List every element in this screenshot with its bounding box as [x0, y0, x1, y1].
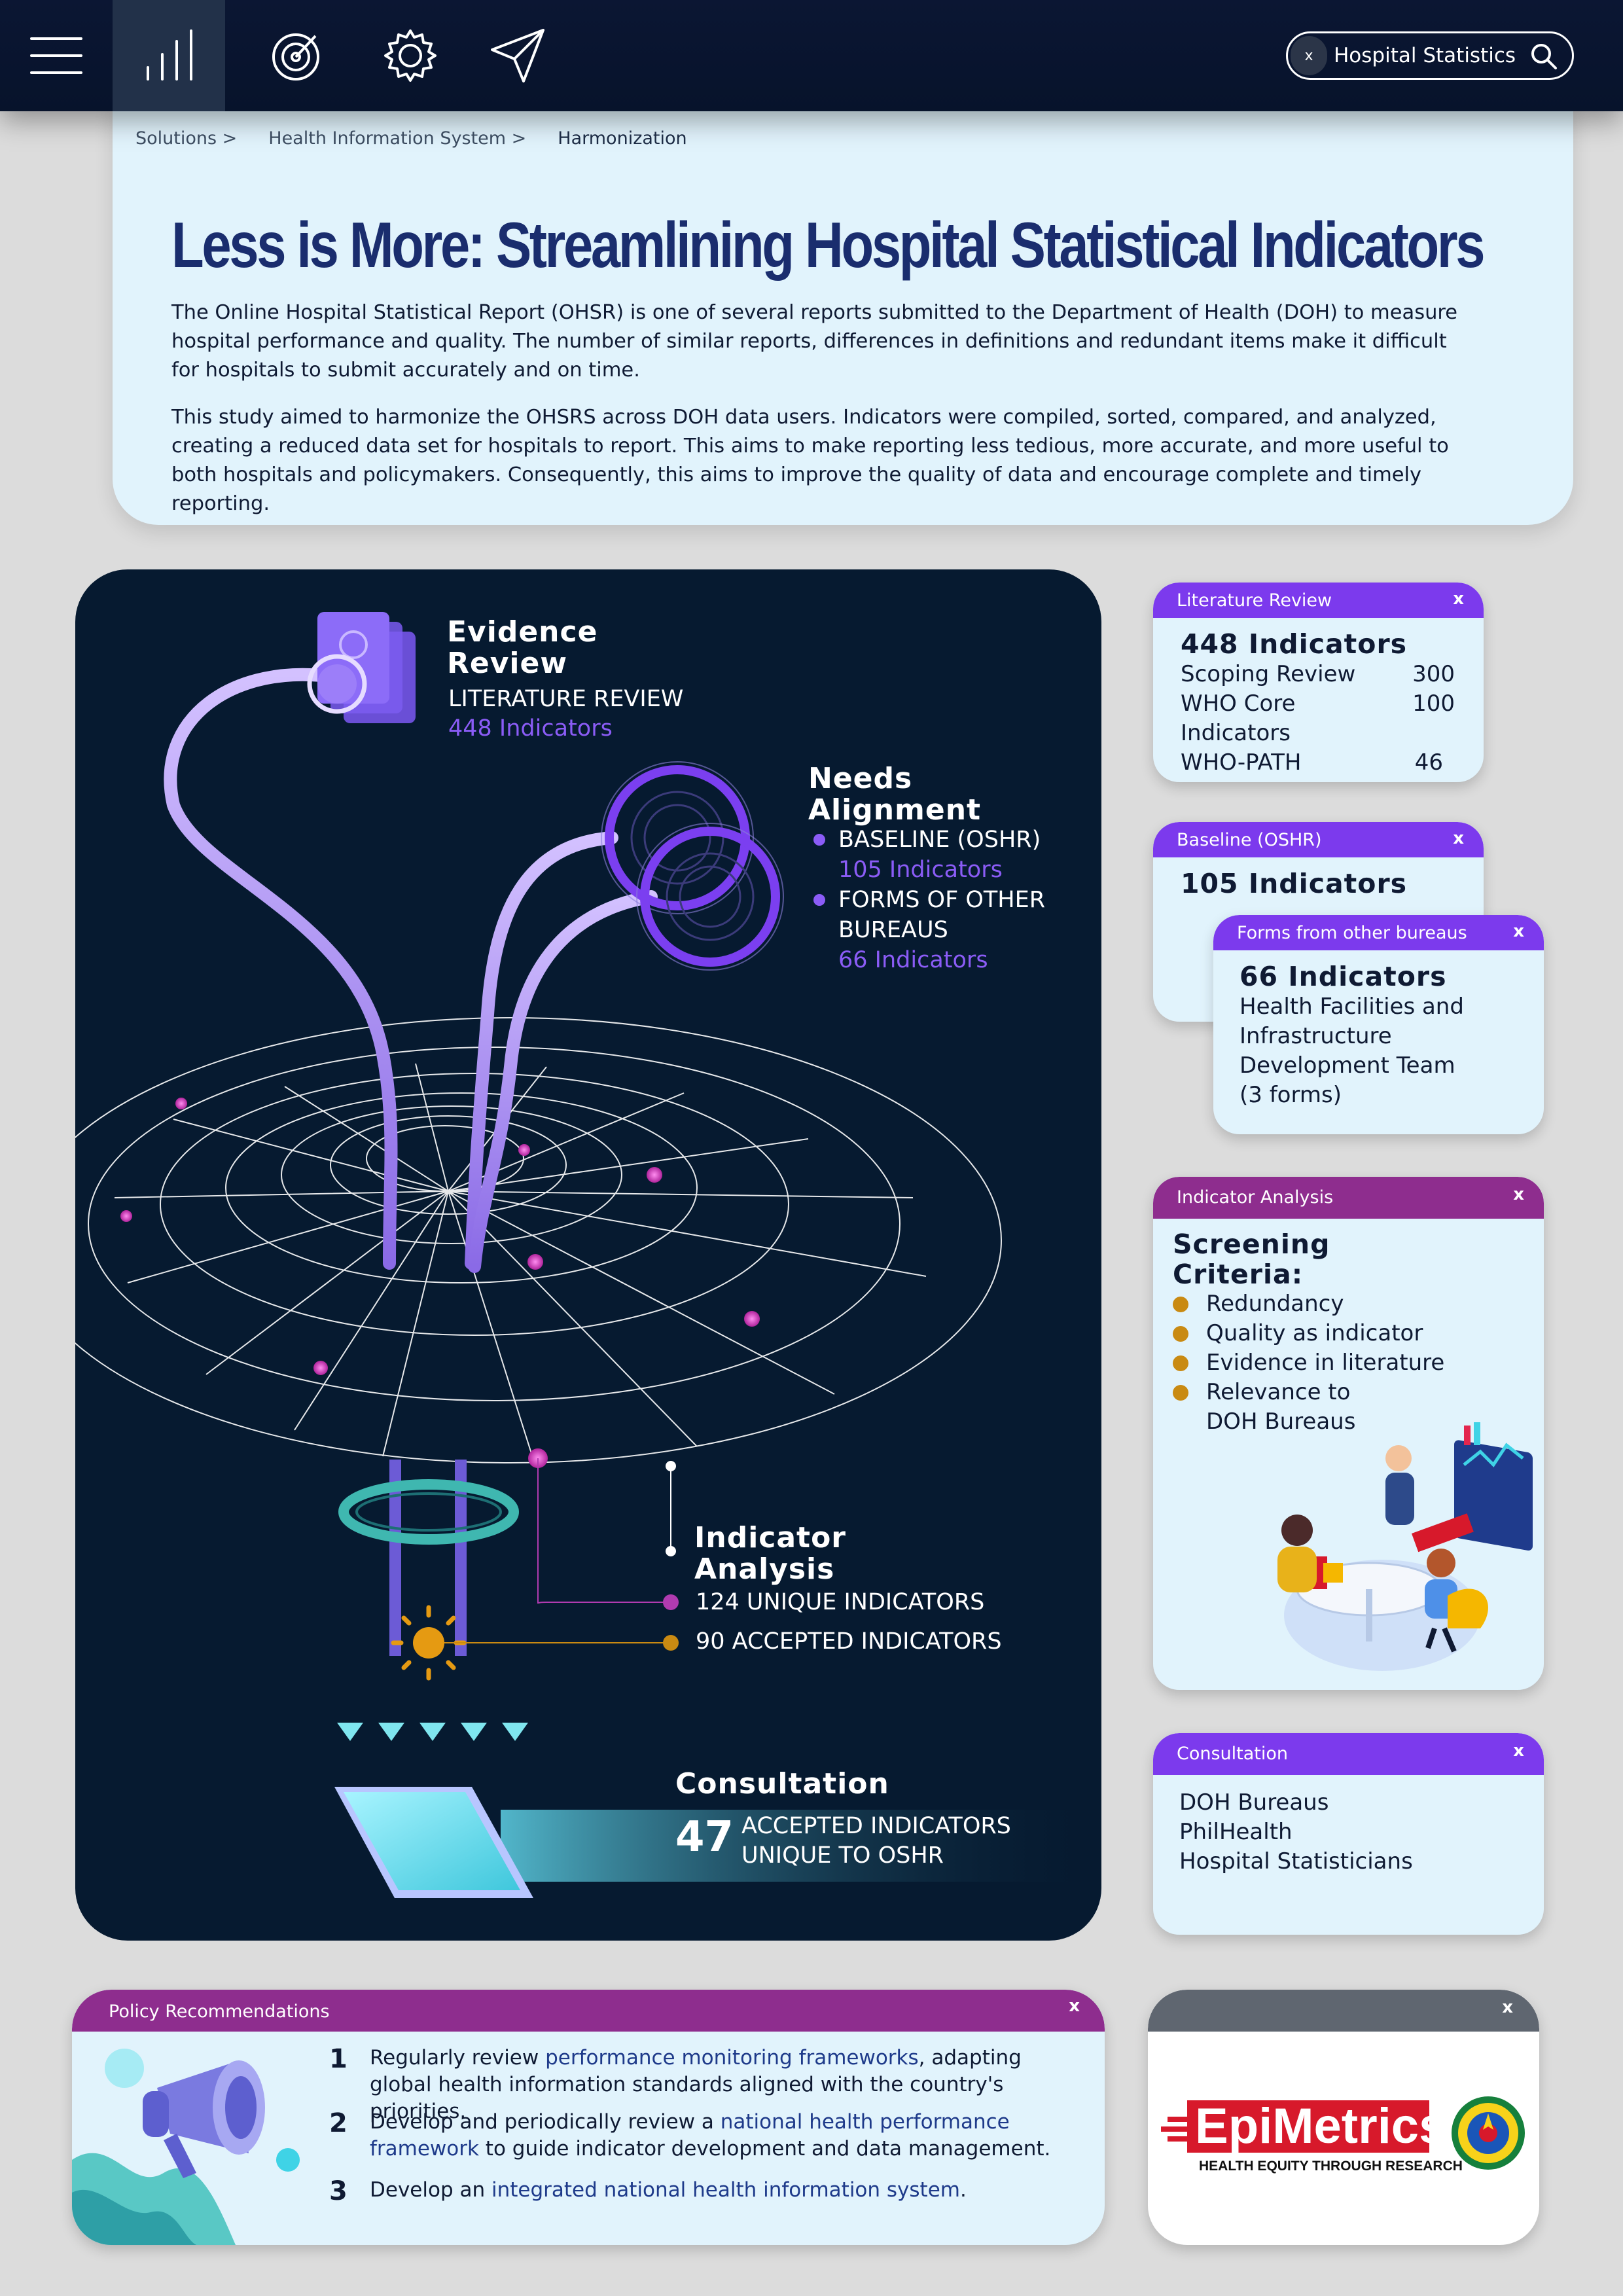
recommendation-item: 2 Develop and periodically review a nati… — [329, 2108, 1051, 2161]
close-button[interactable]: x — [1453, 589, 1464, 609]
breadcrumb-item[interactable]: Solutions > — [135, 128, 238, 149]
consultation-number: 47 — [675, 1813, 734, 1861]
alignment-rings — [601, 761, 784, 971]
hamburger-menu-icon[interactable] — [0, 0, 113, 111]
epimetrics-logo: EpiMetrics HEALTH EQUITY THROUGH RESEARC… — [1161, 2096, 1525, 2174]
team-meeting-illustration — [1277, 1422, 1533, 1671]
framework-link[interactable]: national health performance framework — [370, 2110, 1010, 2161]
bullet-dot — [1173, 1355, 1188, 1371]
card-header: Consultation x — [1153, 1733, 1544, 1775]
breadcrumb: Solutions > Health Information System > … — [135, 128, 719, 149]
close-button[interactable]: x — [1069, 1996, 1080, 2016]
bullet-dot — [813, 894, 825, 906]
bullet-dot — [1173, 1296, 1188, 1312]
card-header: Literature Review x — [1153, 583, 1484, 618]
framework-link[interactable]: performance monitoring frameworks — [545, 2046, 919, 2070]
search-clear-button[interactable]: x — [1291, 36, 1327, 75]
search-box[interactable]: x — [1286, 31, 1574, 80]
search-input[interactable] — [1334, 39, 1530, 73]
indicator-analysis-card: Indicator Analysis x Screening Criteria:… — [1153, 1177, 1544, 1690]
recommendation-item: 1 Regularly review performance monitorin… — [329, 2044, 1022, 2124]
consultation-beam — [501, 1810, 1101, 1882]
filter-tubes — [338, 1460, 519, 1656]
funnel-mesh — [75, 1017, 1002, 1463]
card-title: 66 Indicators — [1240, 961, 1447, 992]
accepted-indicator-sun — [391, 1605, 467, 1681]
breadcrumb-item[interactable]: Health Information System > — [268, 128, 527, 149]
study-paragraph: This study aimed to harmonize the OHSRS … — [171, 406, 1449, 515]
list-item: PhilHealth — [1179, 1819, 1293, 1845]
evidence-label: LITERATURE REVIEW — [448, 686, 684, 712]
process-diagram-panel: Evidence Review LITERATURE REVIEW 448 In… — [75, 569, 1101, 1941]
indicator-tubes — [164, 668, 658, 1273]
target-icon[interactable] — [240, 0, 352, 111]
list-item: Quality as indicator — [1173, 1319, 1531, 1348]
down-arrow-icons — [337, 1723, 528, 1741]
search-icon[interactable] — [1530, 43, 1558, 73]
svg-text:EpiMetrics: EpiMetrics — [1195, 2098, 1446, 2154]
evidence-count: 448 Indicators — [448, 715, 613, 742]
needs-items: BASELINE (OSHR) 105 Indicators FORMS OF … — [813, 825, 1045, 975]
card-title: 105 Indicators — [1181, 868, 1408, 899]
bullet-dot — [1173, 1325, 1188, 1342]
evidence-heading: Evidence Review — [447, 615, 598, 680]
card-header: Policy Recommendations x — [72, 1990, 1105, 2032]
doh-seal-icon — [1452, 2096, 1525, 2170]
close-button[interactable]: x — [1453, 829, 1464, 848]
list-item: DOH Bureaus — [1179, 1789, 1329, 1816]
close-button[interactable]: x — [1513, 1185, 1524, 1204]
unique-indicators: 124 UNIQUE INDICATORS — [696, 1589, 985, 1615]
close-button[interactable]: x — [1513, 1741, 1524, 1761]
card-header: Forms from other bureaus x — [1213, 915, 1544, 950]
card-header: Indicator Analysis x — [1153, 1177, 1544, 1219]
list-item: Evidence in literature — [1173, 1348, 1531, 1378]
needs-heading: Needs Alignment — [808, 762, 982, 827]
accepted-indicators: 90 ACCEPTED INDICATORS — [696, 1628, 1002, 1655]
bullet-dot — [1173, 1384, 1188, 1401]
bullet-dot — [813, 834, 825, 846]
policy-recommendations-card: Policy Recommendations x 1 Regularly rev… — [72, 1990, 1105, 2245]
document-stack-icon — [307, 612, 416, 723]
svg-text:HEALTH EQUITY THROUGH RESEARCH: HEALTH EQUITY THROUGH RESEARCH — [1199, 2159, 1463, 2174]
close-button[interactable]: x — [1513, 922, 1524, 941]
table-row: Scoping Review 300 — [1181, 661, 1455, 687]
literature-review-card: Literature Review x 448 Indicators Scopi… — [1153, 583, 1484, 782]
tablet-icon — [334, 1787, 533, 1898]
breadcrumb-current: Harmonization — [558, 128, 687, 149]
header-card — [113, 98, 1573, 525]
page-title: Less is More: Streamlining Hospital Stat… — [171, 209, 1485, 281]
wormhole-illustration — [75, 612, 1101, 1898]
funnel-nodes — [120, 1098, 760, 1468]
table-row: WHO-PATH 46 — [1181, 749, 1443, 776]
analysis-heading: Indicator Analysis — [694, 1521, 847, 1586]
card-title: 448 Indicators — [1181, 628, 1408, 660]
card-header: Baseline (OSHR) x — [1153, 822, 1484, 857]
consultation-heading: Consultation — [675, 1767, 889, 1801]
logo-card: x EpiMetrics HEALTH EQUITY THROUGH RESEA… — [1148, 1990, 1539, 2245]
connector-lines — [444, 1458, 671, 1643]
list-item: Redundancy — [1173, 1289, 1531, 1319]
top-navigation-bar: x — [0, 0, 1623, 111]
consultation-caption: ACCEPTED INDICATORS UNIQUE TO OSHR — [741, 1813, 1011, 1869]
card-title: Screening Criteria: — [1173, 1229, 1330, 1290]
gear-icon[interactable] — [354, 0, 467, 111]
send-icon[interactable] — [461, 0, 574, 111]
list-item: Relevance to — [1173, 1378, 1531, 1407]
system-link[interactable]: integrated national health information s… — [491, 2178, 960, 2202]
close-button[interactable]: x — [1502, 1998, 1513, 2017]
bar-chart-icon[interactable] — [113, 0, 225, 111]
forms-bureaus-card: Forms from other bureaus x 66 Indicators… — [1213, 915, 1544, 1134]
recommendation-item: 3 Develop an integrated national health … — [329, 2176, 967, 2206]
list-item: Hospital Statisticians — [1179, 1848, 1413, 1874]
intro-paragraph: The Online Hospital Statistical Report (… — [171, 301, 1458, 382]
card-header: x — [1148, 1990, 1539, 2032]
consultation-card: Consultation x DOH Bureaus PhilHealth Ho… — [1153, 1733, 1544, 1935]
table-row: WHO Core Indicators 100 — [1181, 691, 1455, 746]
megaphone-illustration — [72, 2049, 300, 2245]
